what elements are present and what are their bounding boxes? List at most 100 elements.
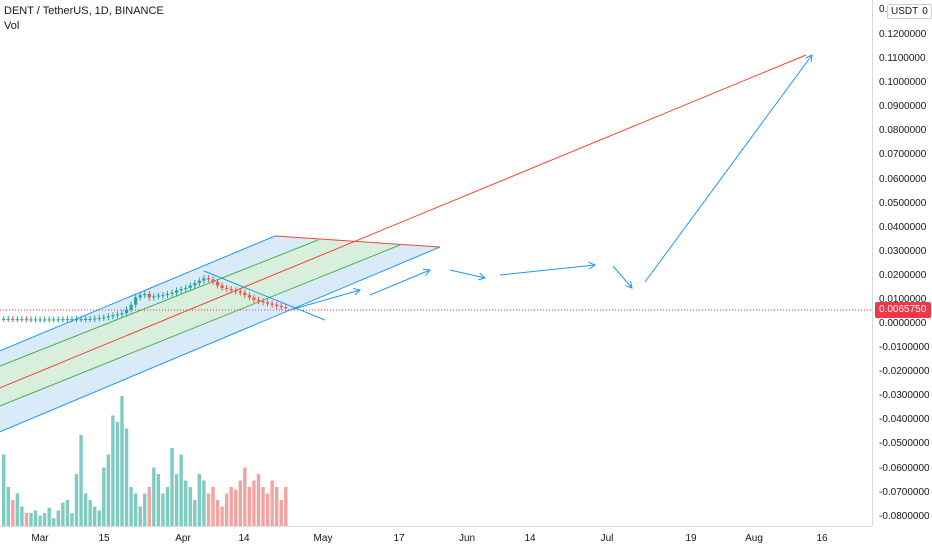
volume-bar <box>120 396 124 526</box>
chart-pane[interactable]: DENT / TetherUS, 1D, BINANCE Vol <box>0 0 872 526</box>
price-tick-label: -0.0200000 <box>879 366 930 378</box>
price-axis[interactable]: 0. USDT 0 0.1200000 0.1100000 0.1000000 0.09… <box>872 0 932 526</box>
candle-body <box>261 301 265 303</box>
volume-bar <box>33 510 38 526</box>
price-tick-label: 0.1200000 <box>879 29 927 40</box>
price-tick-label: 0.1000000 <box>879 77 927 89</box>
candle-body <box>188 285 192 288</box>
volume-bar <box>224 493 229 526</box>
last-price-label: 0.0065750 <box>875 302 931 318</box>
volume-bar <box>115 422 120 526</box>
volume-bar <box>93 506 97 526</box>
time-tick-label: 19 <box>685 533 697 544</box>
time-tick-label: Aug <box>745 533 763 544</box>
candle-body <box>120 313 124 315</box>
candle-body <box>52 319 56 321</box>
candle-body <box>152 296 156 298</box>
symbol-title[interactable]: DENT / TetherUS, 1D, BINANCE <box>4 5 164 17</box>
candle-body <box>256 299 261 302</box>
candle-body <box>124 309 129 314</box>
candle-body <box>102 317 106 319</box>
candle-body <box>38 319 42 321</box>
price-tick-label: 0.0600000 <box>879 173 927 185</box>
candle-body <box>156 295 160 297</box>
time-tick-label: 16 <box>816 533 828 544</box>
candle-body <box>275 304 279 306</box>
candle-body <box>215 281 220 286</box>
candle-body <box>106 316 110 318</box>
volume-bar <box>247 487 252 526</box>
volume-bar <box>279 500 283 526</box>
volume-bar <box>111 415 115 526</box>
candle-body <box>134 297 138 305</box>
candle-body <box>88 318 92 320</box>
price-tick-label: -0.0700000 <box>879 486 930 498</box>
volume-indicator-label[interactable]: Vol <box>4 20 20 32</box>
time-tick-label: May <box>313 533 333 544</box>
price-tick-label: -0.0100000 <box>879 342 930 354</box>
candle-body <box>225 287 229 290</box>
volume-bar <box>170 448 174 526</box>
volume-bar <box>261 487 265 526</box>
volume-bar <box>143 493 147 526</box>
candle-body <box>111 315 115 317</box>
currency-suffix: 0 <box>922 6 928 17</box>
time-axis[interactable]: Mar 15 Apr 14 May 17 Jun 14 Jul 19 Aug 16 <box>0 526 872 551</box>
volume-bar <box>193 500 197 526</box>
candle-body <box>129 304 133 310</box>
volume-bar <box>47 507 51 526</box>
candle-body <box>33 319 38 321</box>
arrow-head <box>588 261 597 270</box>
candle-body <box>138 295 142 298</box>
volume-bar <box>243 467 247 526</box>
channel-upper-midline <box>0 239 319 367</box>
volume-bar <box>106 454 111 526</box>
projection-arrow <box>289 289 361 311</box>
candle-body <box>193 283 197 286</box>
volume-bar <box>220 506 224 526</box>
volume-bar <box>133 493 138 526</box>
candle-body <box>70 319 74 321</box>
volume-bar <box>165 487 170 526</box>
candle-body <box>84 318 88 320</box>
time-tick-label: 14 <box>524 533 536 544</box>
candle-body <box>211 279 215 282</box>
volume-bar <box>124 428 129 526</box>
volume-bar <box>234 489 238 526</box>
candle-body <box>266 302 270 304</box>
projection-arrow <box>644 54 813 283</box>
downtrend-line <box>203 270 326 321</box>
volume-bar <box>161 493 165 526</box>
volume-bar <box>52 518 56 526</box>
currency-selector[interactable]: USDT 0 <box>887 4 932 19</box>
volume-bar <box>229 487 233 526</box>
candle-body <box>6 318 10 320</box>
volume-bar <box>206 493 211 526</box>
candle-body <box>61 319 65 321</box>
candle-body <box>206 278 211 280</box>
price-tick-label: 0.0000000 <box>879 318 927 329</box>
projection-red-line <box>0 54 807 389</box>
channel-lower-midline <box>0 244 401 407</box>
volume-bar <box>65 500 70 526</box>
price-tick-label: 0.0800000 <box>879 125 927 137</box>
price-chart-canvas[interactable] <box>0 0 872 526</box>
volume-bar <box>202 480 206 526</box>
candle-body <box>220 285 224 288</box>
volume-bar <box>275 487 279 526</box>
candle-body <box>65 319 69 321</box>
channel-lower-edge <box>0 246 441 433</box>
volume-bar <box>20 506 24 526</box>
price-tick-label: -0.0500000 <box>879 438 930 450</box>
volume-bar <box>56 510 60 526</box>
candle-body <box>79 319 83 321</box>
volume-bar <box>24 513 29 526</box>
price-tick-label: 0.0200000 <box>879 269 927 281</box>
volume-bar <box>74 474 79 526</box>
volume-bar <box>174 474 179 526</box>
candle-body <box>93 318 97 320</box>
candle-body <box>202 278 206 281</box>
volume-bar <box>11 500 15 526</box>
volume-bar <box>70 513 74 526</box>
candle-body <box>170 292 174 294</box>
